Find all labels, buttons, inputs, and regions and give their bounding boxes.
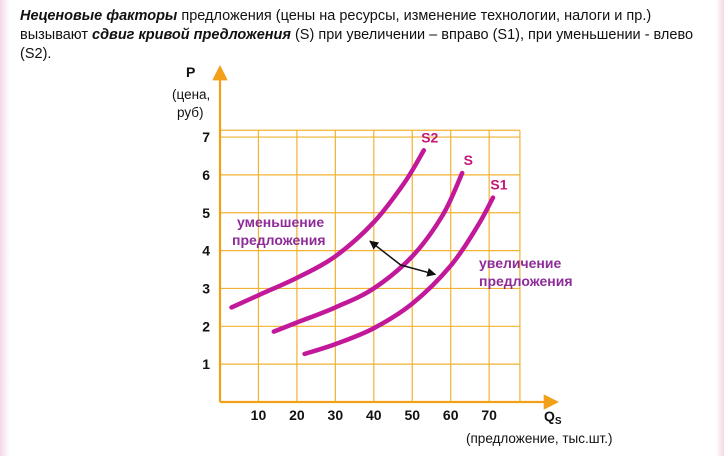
- supply-curves: S2 S S1: [229, 129, 508, 357]
- chart-labels: P (цена, руб) QS (предложение, тыс.шт.) …: [172, 64, 612, 446]
- chart-grid: [220, 129, 521, 402]
- y-tick-label-4: 5: [202, 205, 210, 221]
- right-edge-decoration: [716, 0, 724, 456]
- left-edge-decoration: [0, 0, 10, 456]
- y-axis-title: P: [186, 64, 195, 80]
- x-tick-label-0: 10: [251, 407, 267, 423]
- x-tick-label-6: 70: [481, 407, 497, 423]
- curve-label-s1: S1: [490, 177, 507, 193]
- x-tick-label-1: 20: [289, 407, 305, 423]
- intro-text: Неценовые факторы предложения (цены на р…: [20, 7, 710, 64]
- increase-annotation-line1: увеличение: [479, 255, 561, 271]
- y-axis-subtitle-line1: (цена,: [172, 87, 210, 102]
- curve-s1: [302, 195, 496, 357]
- x-tick-label-4: 50: [404, 407, 420, 423]
- tick-labels: 10 20 30 40 50 60 70 1 2 3 4 5 6 7: [202, 129, 497, 423]
- y-tick-label-3: 4: [202, 243, 210, 259]
- shift-arrow-1: [400, 264, 437, 277]
- curve-s2: [229, 148, 427, 310]
- chart-axes: [212, 64, 560, 410]
- x-tick-label-3: 40: [366, 407, 382, 423]
- decrease-annotation-line1: уменьшение: [237, 214, 324, 230]
- decrease-annotation-line2: предложения: [232, 232, 326, 248]
- shift-arrows: [369, 240, 437, 277]
- intro-emphasis-1: Неценовые факторы: [20, 8, 178, 24]
- y-tick-label-1: 2: [202, 318, 210, 334]
- x-axis-title: QS: [544, 408, 562, 427]
- curve-s: [271, 170, 465, 334]
- intro-text-2: предложения (цены на ресурсы, изменение …: [20, 8, 652, 43]
- y-tick-label-6: 7: [202, 129, 210, 145]
- curve-label-s: S: [464, 152, 473, 168]
- intro-text-4: (S) при увеличении – вправо (S1), при ум…: [20, 27, 694, 62]
- shift-arrow-0: [369, 240, 402, 266]
- curve-label-s2: S2: [421, 129, 438, 145]
- x-axis-title-main: Q: [544, 408, 555, 424]
- x-tick-label-5: 60: [443, 407, 459, 423]
- x-axis-title-subscript: S: [555, 416, 562, 427]
- x-axis-subtitle: (предложение, тыс.шт.): [466, 431, 612, 446]
- y-axis-subtitle-line2: руб): [177, 105, 204, 120]
- x-tick-label-2: 30: [328, 407, 344, 423]
- y-tick-label-5: 6: [202, 167, 210, 183]
- y-tick-label-2: 3: [202, 280, 210, 296]
- intro-emphasis-2: сдвиг кривой предложения: [92, 27, 291, 43]
- increase-annotation-line2: предложения: [479, 273, 573, 289]
- y-tick-label-0: 1: [202, 356, 210, 372]
